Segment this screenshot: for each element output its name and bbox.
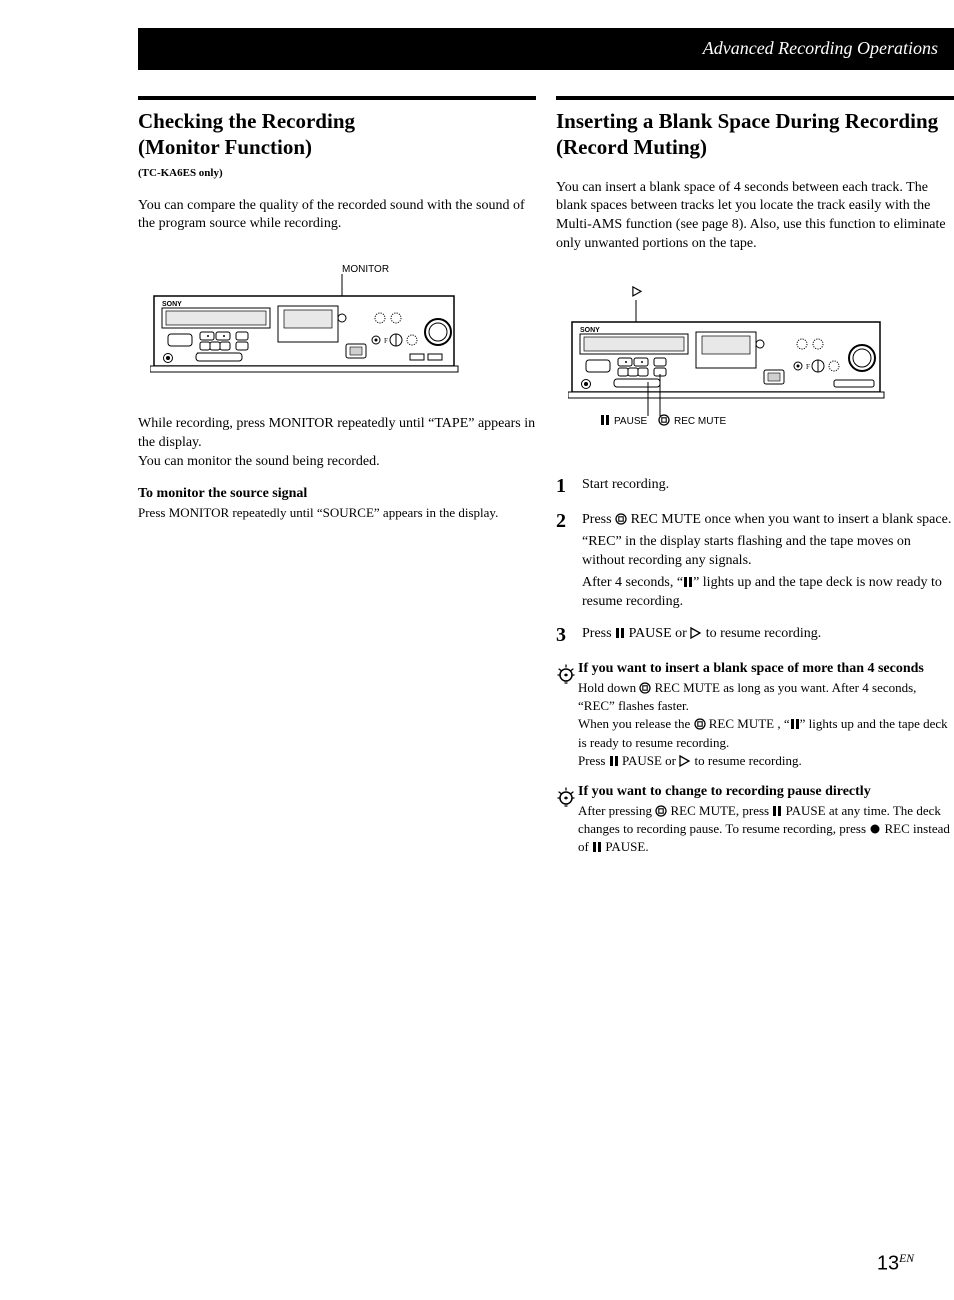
svg-text:SONY: SONY: [162, 301, 182, 308]
t: REC MUTE once when you want to insert a …: [627, 512, 951, 527]
section-band: Advanced Recording Operations: [138, 28, 954, 70]
svg-text:SONY: SONY: [580, 327, 600, 334]
right-column: Inserting a Blank Space During Recording…: [556, 96, 954, 857]
t: to resume recording.: [691, 753, 801, 768]
left-sub2: To monitor the source signal: [138, 486, 536, 502]
tip-text: Hold down REC MUTE as long as you want. …: [578, 679, 954, 770]
t: PAUSE or: [619, 753, 680, 768]
t: After 4 seconds, “: [582, 575, 683, 590]
t: Press: [578, 753, 609, 768]
step-num: 3: [556, 624, 582, 647]
t: After pressing: [578, 803, 655, 818]
svg-text:F: F: [806, 363, 810, 371]
t: REC MUTE, press: [667, 803, 772, 818]
right-intro: You can insert a blank space of 4 second…: [556, 179, 954, 255]
step-text: Start recording.: [582, 475, 669, 498]
diagram-label-monitor: MONITOR: [342, 264, 389, 275]
step-3: 3 Press PAUSE or to resume recording.: [556, 624, 954, 647]
device-diagram-monitor: MONITOR SONY: [150, 262, 536, 387]
pause-icon: [609, 753, 619, 768]
pause-icon: [772, 803, 782, 818]
tip-body: If you want to change to recording pause…: [578, 784, 954, 857]
svg-text:PAUSE: PAUSE: [614, 416, 647, 427]
page-columns: Checking the Recording (Monitor Function…: [0, 96, 954, 857]
tip-1: If you want to insert a blank space of m…: [556, 661, 954, 770]
left-body2: Press MONITOR repeatedly until “SOURCE” …: [138, 504, 536, 522]
play-icon: [679, 753, 691, 768]
step-num: 2: [556, 510, 582, 612]
bulb-icon: [556, 661, 578, 690]
page-number: 13EN: [877, 1252, 914, 1276]
t: to resume recording.: [702, 626, 821, 641]
t: “REC” in the display starts flashing and…: [582, 532, 954, 571]
step-text: Press REC MUTE once when you want to ins…: [582, 510, 954, 612]
rec-icon: [869, 821, 881, 836]
step-1: 1 Start recording.: [556, 475, 954, 498]
left-subhead: (TC-KA6ES only): [138, 167, 536, 179]
pause-icon: [683, 575, 693, 590]
left-column: Checking the Recording (Monitor Function…: [138, 96, 536, 857]
left-body1: While recording, press MONITOR repeatedl…: [138, 415, 536, 472]
t: Hold down: [578, 680, 639, 695]
pause-icon: [790, 716, 800, 731]
svg-text:F: F: [384, 337, 388, 345]
device-diagram-recmute: SONY: [568, 282, 954, 447]
right-heading: Inserting a Blank Space During Recording…: [556, 108, 954, 161]
band-title: Advanced Recording Operations: [703, 38, 938, 59]
tip-text: After pressing REC MUTE, press PAUSE at …: [578, 802, 954, 857]
tip-2: If you want to change to recording pause…: [556, 784, 954, 857]
step-2: 2 Press REC MUTE once when you want to i…: [556, 510, 954, 612]
t: Press: [582, 512, 615, 527]
pause-icon: [615, 626, 625, 641]
left-heading: Checking the Recording (Monitor Function…: [138, 108, 536, 161]
section-rule: [556, 96, 954, 100]
tip-heading: If you want to change to recording pause…: [578, 784, 954, 800]
t: PAUSE or: [625, 626, 690, 641]
tip-body: If you want to insert a blank space of m…: [578, 661, 954, 770]
t: Press: [582, 626, 615, 641]
t: After 4 seconds, “” lights up and the ta…: [582, 573, 954, 612]
recmute-icon: [639, 680, 651, 695]
t: PAUSE.: [602, 839, 648, 854]
step-text: Press PAUSE or to resume recording.: [582, 624, 821, 647]
recmute-icon: [694, 716, 706, 731]
tip-heading: If you want to insert a blank space of m…: [578, 661, 954, 677]
t: REC MUTE , “: [706, 716, 790, 731]
left-intro: You can compare the quality of the recor…: [138, 197, 536, 235]
recmute-icon: [615, 512, 627, 527]
svg-text:REC MUTE: REC MUTE: [674, 416, 727, 427]
t: When you release the: [578, 716, 694, 731]
step-num: 1: [556, 475, 582, 498]
section-rule: [138, 96, 536, 100]
page-num-lang: EN: [899, 1252, 914, 1265]
recmute-icon: [655, 803, 667, 818]
play-icon: [690, 626, 702, 641]
bulb-icon: [556, 784, 578, 813]
pause-icon: [592, 839, 602, 854]
